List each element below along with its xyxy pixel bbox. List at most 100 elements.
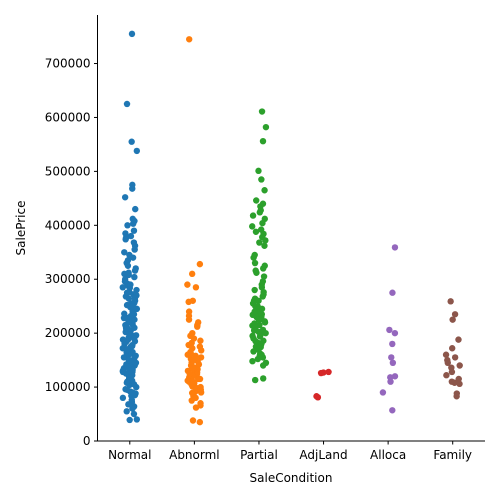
y-tick-label: 500000	[45, 164, 91, 178]
data-point-partial	[262, 329, 269, 337]
data-point-partial	[255, 316, 263, 323]
x-tick-label: Alloca	[370, 448, 406, 462]
data-point-family	[443, 372, 450, 379]
data-point-adjland	[317, 369, 325, 377]
data-point-partial	[258, 176, 265, 183]
data-point-normal	[130, 381, 138, 388]
data-point-normal	[121, 249, 128, 256]
data-point-partial	[259, 293, 266, 300]
data-point-partial	[249, 223, 256, 230]
data-point-normal	[132, 352, 139, 359]
data-point-partial	[250, 348, 257, 355]
x-tick-label: Normal	[108, 448, 151, 462]
data-point-normal	[131, 273, 138, 281]
data-point-abnorml	[196, 375, 204, 383]
data-point-partial	[250, 327, 258, 334]
data-point-alloca	[389, 340, 396, 348]
y-tick-label: 300000	[45, 272, 91, 286]
x-tick-label: Abnorml	[169, 448, 220, 462]
data-point-abnorml	[192, 284, 200, 291]
data-point-family	[448, 368, 456, 376]
data-point-partial	[249, 332, 256, 340]
data-point-partial	[249, 357, 256, 365]
data-point-partial	[262, 237, 269, 244]
data-points	[119, 30, 463, 426]
data-point-partial	[258, 311, 266, 318]
data-point-abnorml	[185, 316, 193, 323]
data-point-normal	[123, 408, 130, 415]
data-point-normal	[121, 194, 129, 201]
data-point-partial	[259, 219, 266, 227]
data-point-partial	[260, 375, 267, 382]
data-point-family	[456, 362, 463, 369]
data-point-alloca	[391, 329, 399, 337]
data-point-family	[455, 375, 462, 383]
y-tick-label: 200000	[45, 326, 91, 340]
data-point-family	[442, 351, 450, 358]
data-point-normal	[129, 302, 136, 310]
data-point-normal	[129, 389, 136, 396]
data-point-abnorml	[186, 36, 193, 43]
data-point-normal	[127, 232, 135, 240]
data-point-normal	[131, 267, 139, 274]
data-point-normal	[127, 281, 134, 288]
data-point-partial	[252, 228, 260, 235]
data-point-normal	[123, 289, 131, 296]
data-point-normal	[125, 295, 133, 302]
data-point-normal	[119, 394, 127, 402]
data-point-normal	[119, 284, 126, 291]
data-point-abnorml	[197, 337, 204, 344]
data-point-partial	[261, 319, 269, 326]
data-point-normal	[124, 346, 131, 353]
y-axis-ticks: 0 100000 200000 300000 400000 500000 600000 700…	[45, 57, 98, 448]
data-point-alloca	[389, 407, 396, 414]
data-point-partial	[258, 351, 265, 358]
data-point-normal	[126, 374, 133, 381]
data-point-family	[451, 379, 458, 386]
data-point-normal	[129, 254, 137, 261]
data-point-alloca	[388, 354, 395, 361]
data-point-partial	[251, 259, 259, 267]
data-point-family	[451, 311, 459, 318]
data-point-family	[447, 298, 454, 305]
data-point-partial	[258, 340, 265, 348]
y-tick-label: 400000	[45, 218, 91, 232]
data-point-normal	[130, 335, 138, 342]
data-point-partial	[260, 273, 268, 280]
data-point-abnorml	[198, 347, 205, 354]
y-tick-label: 600000	[45, 110, 91, 124]
data-point-abnorml	[194, 323, 201, 330]
data-point-family	[449, 316, 456, 323]
data-point-normal	[130, 227, 138, 234]
data-point-normal	[130, 410, 138, 418]
data-point-normal	[123, 100, 131, 108]
y-tick-label: 0	[83, 434, 91, 448]
data-point-partial	[256, 333, 264, 340]
data-point-abnorml	[197, 386, 205, 393]
data-point-abnorml	[184, 281, 191, 288]
data-point-abnorml	[189, 417, 197, 424]
data-point-normal	[121, 270, 128, 278]
data-point-normal	[129, 405, 136, 412]
data-point-abnorml	[189, 365, 196, 372]
data-point-abnorml	[188, 381, 195, 388]
data-point-partial	[249, 212, 257, 219]
data-point-normal	[123, 386, 131, 393]
data-point-family	[444, 359, 451, 367]
data-point-partial	[256, 321, 263, 329]
data-point-normal	[120, 354, 128, 361]
x-tick-label: Partial	[240, 448, 278, 462]
y-tick-label: 700000	[45, 57, 91, 71]
data-point-partial	[261, 187, 268, 194]
data-point-normal	[131, 324, 138, 331]
data-point-adjland	[325, 368, 332, 376]
data-point-family	[456, 380, 463, 388]
data-point-abnorml	[188, 270, 196, 278]
data-point-partial	[256, 209, 264, 216]
data-point-alloca	[386, 326, 393, 334]
data-point-normal	[124, 336, 132, 343]
data-point-adjland	[314, 394, 322, 401]
data-point-abnorml	[189, 356, 197, 364]
data-point-normal	[128, 30, 136, 38]
